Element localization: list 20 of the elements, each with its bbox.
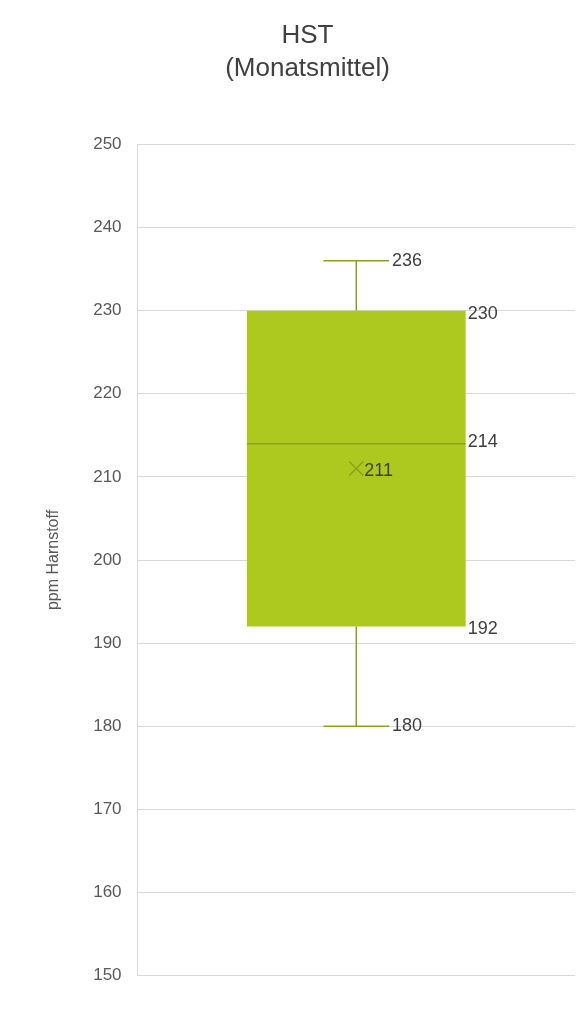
chart-subtitle: (Monatsmittel) bbox=[225, 51, 390, 82]
annotation: 192 bbox=[467, 618, 498, 639]
y-tick-label: 210 bbox=[93, 466, 122, 486]
y-tick-label: 180 bbox=[93, 715, 122, 735]
y-tick-label: 240 bbox=[93, 217, 122, 237]
y-tick-label: 220 bbox=[93, 383, 122, 403]
y-tick-label: 170 bbox=[93, 799, 122, 819]
y-tick-label: 230 bbox=[93, 300, 122, 320]
y-tick-label: 250 bbox=[93, 134, 122, 154]
annotation: 211 bbox=[364, 459, 393, 480]
annotation: 180 bbox=[392, 715, 423, 736]
y-tick-label: 200 bbox=[93, 549, 122, 569]
annotation: 230 bbox=[467, 302, 498, 323]
y-axis-title: ppm Harnstoff bbox=[44, 509, 62, 611]
annotation: 214 bbox=[467, 430, 498, 451]
y-tick-label: 190 bbox=[93, 632, 122, 652]
y-tick-label: 160 bbox=[93, 882, 122, 902]
y-tick-label: 150 bbox=[93, 965, 122, 985]
annotation: 236 bbox=[392, 249, 423, 270]
chart-title: HST bbox=[281, 18, 334, 49]
